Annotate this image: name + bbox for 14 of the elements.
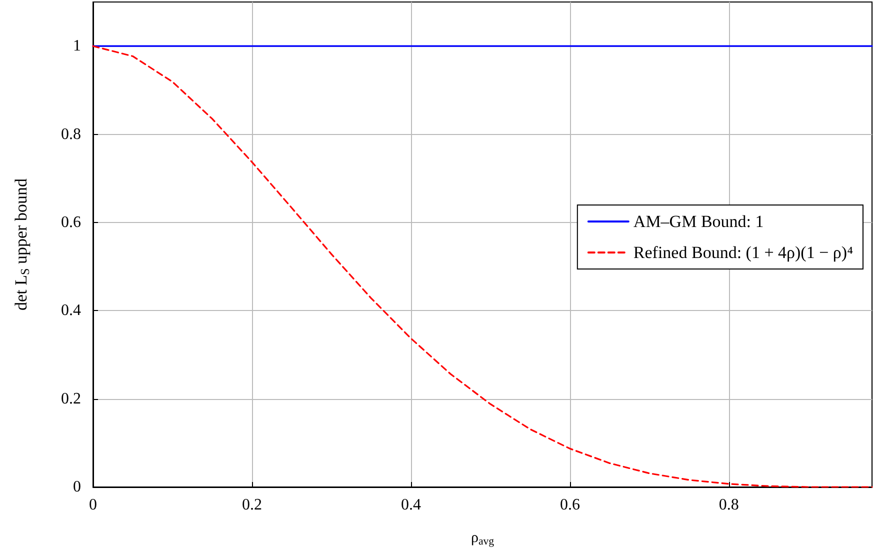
y-tick-label: 1 [73, 38, 81, 55]
legend-label: Refined Bound: (1 + 4ρ)(1 − ρ)⁴ [633, 243, 854, 262]
legend-label: AM–GM Bound: 1 [633, 212, 764, 231]
x-tick-label: 0.2 [242, 496, 262, 514]
y-tick-label: 0 [73, 478, 81, 496]
y-tick-label: 0.4 [61, 302, 81, 320]
x-tick-label: 0 [89, 496, 97, 514]
x-tick-label: 0.6 [560, 496, 580, 514]
y-tick-label: 0.6 [61, 214, 81, 231]
y-axis-title: det LS upper bound [12, 178, 32, 310]
y-tick-label: 0.2 [61, 390, 81, 408]
x-tick-label: 0.8 [718, 496, 739, 514]
y-tick-label: 0.8 [61, 126, 81, 143]
x-tick-label: 0.4 [400, 496, 421, 514]
